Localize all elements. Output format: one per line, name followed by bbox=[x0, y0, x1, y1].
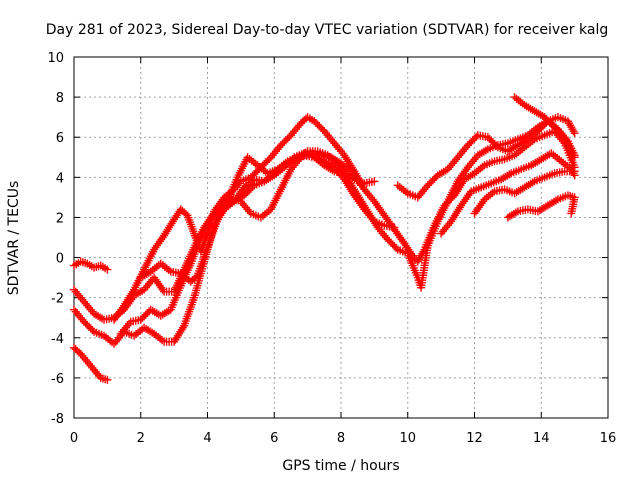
data-point bbox=[248, 183, 257, 192]
grid-lines bbox=[74, 57, 608, 418]
chart-title: Day 281 of 2023, Sidereal Day-to-day VTE… bbox=[46, 22, 608, 38]
data-point bbox=[370, 177, 379, 186]
series-arc-1 bbox=[70, 257, 112, 274]
data-point bbox=[570, 153, 579, 162]
y-tick-label: -2 bbox=[51, 292, 64, 307]
y-axis-ticks: -8 -6 -4 -2 0 2 4 6 8 10 bbox=[47, 51, 608, 427]
series-arc-2 bbox=[70, 343, 112, 384]
x-tick-label: 4 bbox=[203, 431, 211, 446]
y-tick-label: 2 bbox=[56, 211, 64, 226]
series-arc-10 bbox=[470, 167, 579, 218]
x-axis-ticks: 0 2 4 6 8 10 12 14 16 bbox=[70, 57, 616, 446]
series-arc-8 bbox=[393, 113, 579, 202]
x-tick-label: 0 bbox=[70, 431, 78, 446]
data-point bbox=[472, 132, 481, 141]
y-tick-label: 6 bbox=[56, 131, 64, 146]
data-point bbox=[88, 326, 97, 335]
data-markers bbox=[70, 93, 579, 384]
x-tick-label: 8 bbox=[337, 431, 345, 446]
series-arc-9 bbox=[437, 149, 579, 238]
data-point bbox=[392, 243, 401, 252]
y-tick-label: 8 bbox=[56, 91, 64, 106]
series-arc-12 bbox=[510, 93, 579, 162]
y-axis-title: SDTVAR / TECUs bbox=[6, 181, 22, 296]
y-tick-label: -8 bbox=[51, 412, 64, 427]
x-tick-label: 10 bbox=[399, 431, 416, 446]
x-tick-label: 6 bbox=[270, 431, 278, 446]
y-tick-label: -4 bbox=[51, 332, 64, 347]
data-point bbox=[567, 209, 576, 218]
data-point bbox=[570, 129, 579, 138]
x-axis-title: GPS time / hours bbox=[282, 458, 399, 474]
x-tick-label: 16 bbox=[600, 431, 617, 446]
y-tick-label: -6 bbox=[51, 372, 64, 387]
data-point bbox=[103, 375, 112, 384]
x-tick-label: 14 bbox=[533, 431, 550, 446]
x-tick-label: 12 bbox=[466, 431, 483, 446]
x-tick-label: 2 bbox=[137, 431, 145, 446]
y-tick-label: 10 bbox=[47, 51, 64, 66]
series-arc-11 bbox=[503, 191, 579, 222]
data-point bbox=[103, 265, 112, 274]
y-tick-label: 4 bbox=[56, 171, 64, 186]
data-point bbox=[570, 167, 579, 176]
data-point bbox=[492, 141, 501, 150]
series-arc-7 bbox=[136, 117, 579, 292]
y-tick-label: 0 bbox=[56, 252, 64, 267]
